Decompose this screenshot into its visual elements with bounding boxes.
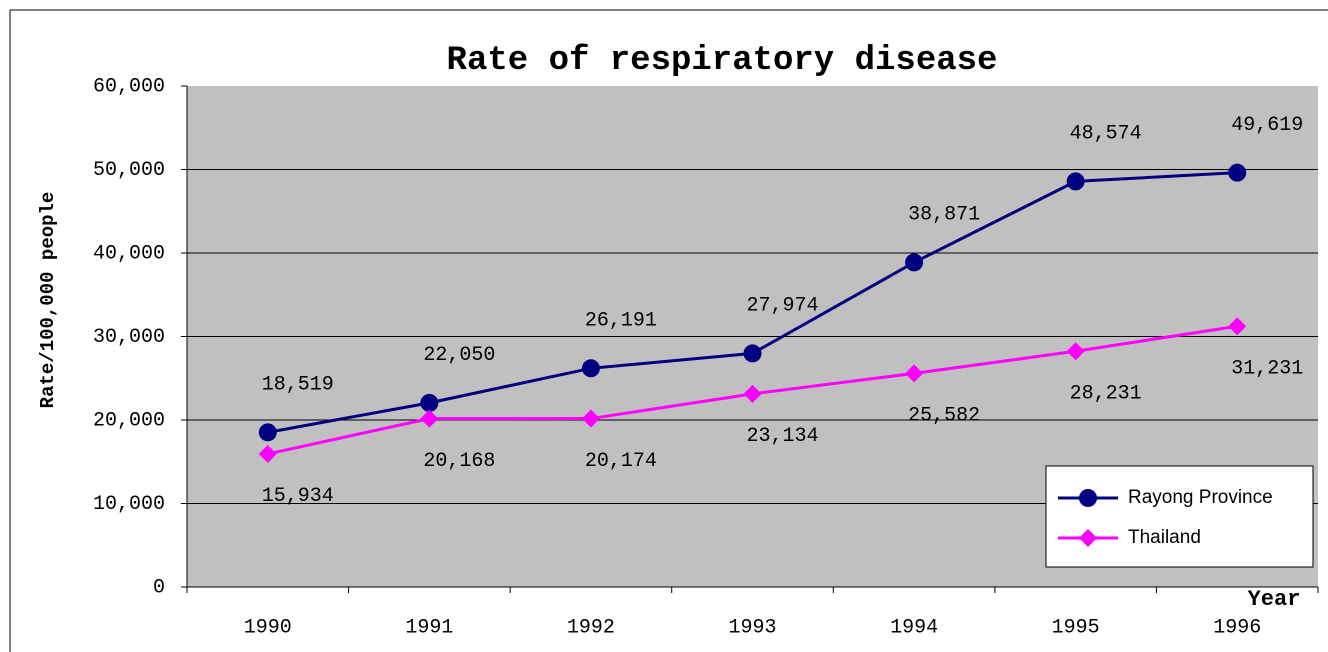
point [1228, 163, 1247, 182]
data-label: 49,619 [1231, 114, 1303, 137]
data-label: 26,191 [585, 310, 657, 333]
point [258, 423, 277, 442]
point [420, 393, 439, 412]
x-tick-label: 1991 [405, 616, 453, 639]
x-tick-label: 1993 [728, 616, 776, 639]
data-label: 22,050 [423, 344, 495, 367]
point [905, 364, 924, 383]
chart-title: Rate of respiratory disease [447, 42, 998, 80]
y-tick-label: 50,000 [93, 159, 165, 182]
data-label: 27,974 [746, 295, 818, 318]
x-tick-label: 1995 [1052, 616, 1100, 639]
y-tick-label: 10,000 [93, 493, 165, 516]
data-label: 18,519 [262, 374, 334, 397]
x-tick-label: 1996 [1213, 616, 1261, 639]
point [1066, 342, 1085, 361]
legend-box [1045, 465, 1314, 568]
point [581, 409, 600, 428]
point [743, 344, 762, 363]
data-label: 38,871 [908, 204, 980, 227]
data-label: 25,582 [908, 405, 980, 428]
y-tick-label: 40,000 [93, 242, 165, 265]
point [581, 359, 600, 378]
point [743, 384, 762, 403]
point [258, 444, 277, 463]
y-tick-label: 0 [153, 576, 165, 599]
data-label: 23,134 [746, 425, 818, 448]
data-label: 48,574 [1070, 123, 1142, 146]
data-label: 20,174 [585, 450, 657, 473]
data-label: 15,934 [262, 485, 334, 508]
legend-marker [1079, 529, 1097, 547]
data-label: 31,231 [1231, 358, 1303, 381]
point [1066, 172, 1085, 191]
point [1228, 317, 1247, 336]
x-tick-label: 1992 [567, 616, 615, 639]
y-axis-label: Rate/100,000 people [37, 192, 59, 409]
point [420, 409, 439, 428]
y-tick-label: 30,000 [93, 326, 165, 349]
legend-marker [1079, 489, 1097, 507]
x-tick-label: 1994 [890, 616, 938, 639]
data-label: 28,231 [1070, 383, 1142, 406]
data-label: 20,168 [423, 450, 495, 473]
point [905, 253, 924, 272]
y-tick-label: 60,000 [93, 75, 165, 98]
legend-label: Thailand [1128, 527, 1201, 548]
x-tick-label: 1990 [244, 616, 292, 639]
y-tick-label: 20,000 [93, 409, 165, 432]
legend-label: Rayong Province [1128, 487, 1273, 508]
x-axis-label: Year [1248, 587, 1301, 612]
